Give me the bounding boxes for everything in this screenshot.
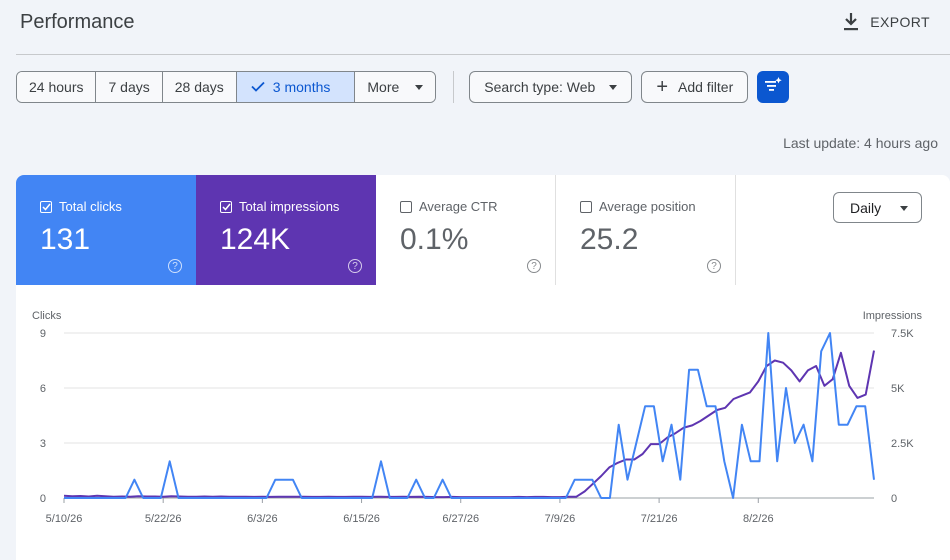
caret-down-icon: [900, 206, 908, 211]
metric-label: Total impressions: [239, 199, 340, 214]
series-line-clicks: [64, 332, 875, 499]
granularity-label: Daily: [850, 199, 882, 216]
range-label: 28 days: [174, 79, 224, 95]
y-left-tick-label: 0: [40, 493, 46, 505]
help-icon[interactable]: ?: [348, 259, 362, 273]
search-type-label: Search type: Web: [484, 79, 596, 95]
metric-label: Average position: [599, 199, 696, 214]
range-7-days[interactable]: 7 days: [96, 72, 163, 102]
more-label: More: [367, 79, 400, 95]
performance-chart: 0 0 3 2.5K 6 5K 9 7.5K Clicks Impressions 5/10/26 5…: [32, 310, 923, 525]
range-24-hours[interactable]: 24 hours: [17, 72, 97, 102]
y-left-tick-label: 6: [40, 383, 46, 395]
metric-label: Total clicks: [59, 199, 122, 214]
range-28-days[interactable]: 28 days: [162, 72, 237, 102]
metric-total-impressions[interactable]: Total impressions 124K ?: [196, 175, 376, 285]
x-tick-label: 8/2/26: [743, 513, 774, 525]
metric-value: 25.2: [580, 223, 639, 256]
help-icon[interactable]: ?: [168, 259, 182, 273]
y-right-tick-label: 2.5K: [891, 438, 914, 450]
filter-bar: 24 hours 7 days 28 days 3 months More Se…: [16, 71, 790, 103]
y-right-tick-label: 5K: [891, 383, 905, 395]
help-icon[interactable]: ?: [707, 259, 721, 273]
range-label: 24 hours: [29, 79, 84, 95]
performance-card: Total clicks 131 ? Total impressions 124…: [16, 175, 950, 560]
filter-sparkle-icon: [763, 76, 783, 99]
metric-total-clicks[interactable]: Total clicks 131 ?: [16, 175, 196, 285]
checkbox-checked-icon: [40, 200, 52, 213]
metric-average-position[interactable]: Average position 25.2 ?: [556, 175, 736, 285]
filter-settings-button[interactable]: [757, 71, 790, 103]
range-label: 7 days: [108, 79, 150, 95]
y-right-tick-label: 0: [891, 493, 897, 505]
x-tick-label: 5/22/26: [145, 513, 182, 525]
metric-value: 0.1%: [400, 223, 469, 256]
checkbox-checked-icon: [220, 200, 232, 213]
y-left-tick-label: 3: [40, 438, 46, 450]
granularity-dropdown[interactable]: Daily: [833, 192, 922, 223]
x-tick-label: 5/10/26: [46, 513, 83, 525]
header-divider: [16, 54, 950, 55]
filter-separator: [453, 71, 455, 103]
y-left-tick-label: 9: [40, 328, 46, 340]
y-left-axis-label: Clicks: [32, 310, 62, 322]
search-type-dropdown[interactable]: Search type: Web: [469, 71, 633, 103]
date-range-selector: 24 hours 7 days 28 days 3 months More: [16, 71, 437, 103]
x-tick-label: 7/21/26: [641, 513, 678, 525]
add-filter-label: Add filter: [678, 79, 734, 95]
help-icon[interactable]: ?: [527, 259, 541, 273]
series-line-impressions: [63, 350, 875, 499]
checkbox-unchecked-icon: [580, 200, 592, 213]
page-title: Performance: [20, 11, 135, 33]
add-filter-button[interactable]: + Add filter: [641, 71, 749, 103]
last-update-text: Last update: 4 hours ago: [783, 135, 938, 151]
export-label: EXPORT: [870, 14, 930, 30]
x-tick-label: 6/3/26: [247, 513, 278, 525]
download-icon: [842, 12, 860, 32]
top-bar: Performance EXPORT: [0, 0, 950, 48]
caret-down-icon: [415, 84, 424, 90]
metric-value: 131: [40, 223, 91, 256]
range-label: 3 months: [272, 79, 331, 95]
x-tick-label: 6/27/26: [442, 513, 479, 525]
x-tick-label: 6/15/26: [343, 513, 380, 525]
export-button[interactable]: EXPORT: [842, 12, 930, 32]
plus-icon: +: [656, 76, 668, 98]
range-more-dropdown[interactable]: More: [355, 72, 436, 102]
y-right-tick-label: 7.5K: [891, 328, 914, 340]
y-right-axis-label: Impressions: [863, 310, 923, 322]
metric-label: Average CTR: [419, 199, 498, 214]
checkbox-unchecked-icon: [400, 200, 412, 213]
metric-average-ctr[interactable]: Average CTR 0.1% ?: [376, 175, 556, 285]
metric-value: 124K: [220, 223, 291, 256]
check-icon: [251, 79, 265, 95]
caret-down-icon: [609, 84, 618, 90]
x-tick-label: 7/9/26: [545, 513, 576, 525]
range-3-months[interactable]: 3 months: [236, 72, 356, 102]
